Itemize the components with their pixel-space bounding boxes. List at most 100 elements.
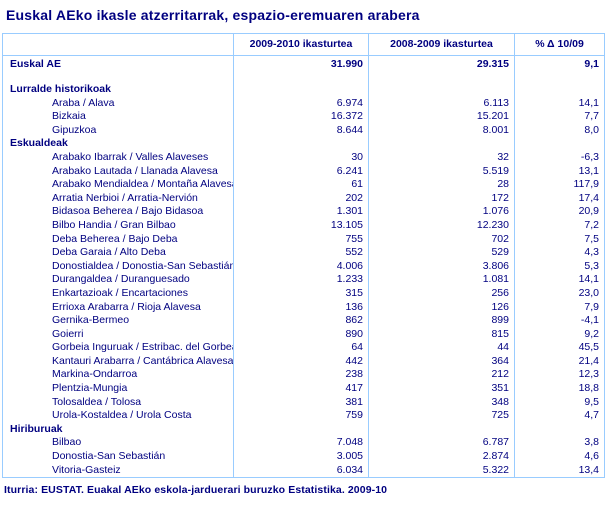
header-cell-delta: % Δ 10/09 bbox=[514, 34, 604, 55]
row-value bbox=[368, 73, 514, 83]
table-row: Durangaldea / Duranguesado 1.233 1.081 14,1 bbox=[3, 273, 604, 287]
row-value: 6.787 bbox=[368, 436, 514, 451]
row-value: 7,7 bbox=[514, 110, 604, 124]
row-value: 29.315 bbox=[368, 56, 514, 73]
row-label: Gipuzkoa bbox=[52, 123, 97, 136]
row-value: 13,4 bbox=[514, 463, 604, 478]
table-row: Bidasoa Beherea / Bajo Bidasoa 1.301 1.076… bbox=[3, 205, 604, 219]
row-value: 4.006 bbox=[233, 259, 368, 274]
row-value: 31.990 bbox=[233, 56, 368, 73]
row-value: 212 bbox=[368, 368, 514, 383]
row-value: 136 bbox=[233, 300, 368, 315]
header-cell-empty bbox=[3, 34, 233, 55]
row-value: 238 bbox=[233, 368, 368, 383]
row-value: 45,5 bbox=[514, 341, 604, 355]
row-value: 759 bbox=[233, 409, 368, 423]
table-row: Urola-Kostaldea / Urola Costa 759 725 4,7 bbox=[3, 409, 604, 423]
row-value: 7,5 bbox=[514, 232, 604, 247]
row-label: Kantauri Arabarra / Cantábrica Alavesa bbox=[52, 354, 233, 367]
row-label: Araba / Alava bbox=[52, 96, 115, 109]
row-value: 64 bbox=[233, 341, 368, 355]
row-label: Arabako Ibarrak / Valles Alaveses bbox=[52, 150, 209, 163]
row-value: 12,3 bbox=[514, 368, 604, 383]
row-value bbox=[514, 73, 604, 83]
table-row: Tolosaldea / Tolosa 381 348 9,5 bbox=[3, 395, 604, 410]
table-row: Markina-Ondarroa 238 212 12,3 bbox=[3, 368, 604, 383]
row-value: 3.806 bbox=[368, 259, 514, 274]
table-row: Enkartazioak / Encartaciones 315 256 23,0 bbox=[3, 286, 604, 301]
row-value bbox=[514, 137, 604, 151]
row-value: 815 bbox=[368, 327, 514, 342]
row-label: Deba Beherea / Bajo Deba bbox=[52, 232, 178, 245]
row-label: Gernika-Bermeo bbox=[52, 314, 130, 327]
table-row: Kantauri Arabarra / Cantábrica Alavesa 44… bbox=[3, 354, 604, 369]
row-label: Deba Garaia / Alto Deba bbox=[52, 246, 166, 259]
row-value: 4,6 bbox=[514, 450, 604, 464]
table-row: Errioxa Arabarra / Rioja Alavesa 136 126 7,… bbox=[3, 300, 604, 315]
row-value: 442 bbox=[233, 354, 368, 369]
row-label: Enkartazioak / Encartaciones bbox=[52, 286, 188, 299]
row-value bbox=[514, 422, 604, 437]
row-value: 9,1 bbox=[514, 56, 604, 73]
row-value: 14,1 bbox=[514, 96, 604, 111]
row-value: 1.301 bbox=[233, 205, 368, 219]
table-row: Bilbo Handia / Gran Bilbao 13.105 12.230 7,… bbox=[3, 218, 604, 233]
row-value bbox=[233, 422, 368, 437]
row-label: Bizkaia bbox=[52, 110, 86, 123]
table-header-row: 2009-2010 ikasturtea 2008-2009 ikasturte… bbox=[3, 34, 604, 56]
row-value: 8.001 bbox=[368, 123, 514, 138]
row-value: 890 bbox=[233, 327, 368, 342]
row-value: 13,1 bbox=[514, 164, 604, 179]
row-value: 1.081 bbox=[368, 273, 514, 287]
table-row: Arratia Nerbioi / Arratia-Nervión 202 172 1… bbox=[3, 191, 604, 206]
row-value: 5.519 bbox=[368, 164, 514, 179]
row-value: 899 bbox=[368, 314, 514, 328]
row-value: 16.372 bbox=[233, 110, 368, 124]
row-value: 2.874 bbox=[368, 450, 514, 464]
row-value: 7,9 bbox=[514, 300, 604, 315]
row-label: Donostia-San Sebastián bbox=[52, 450, 166, 463]
row-value: 9,2 bbox=[514, 327, 604, 342]
row-value: 28 bbox=[368, 178, 514, 192]
table-row: Deba Garaia / Alto Deba 552 529 4,3 bbox=[3, 246, 604, 260]
section-row: Hiriburuak bbox=[3, 422, 604, 437]
row-value bbox=[514, 83, 604, 97]
row-label: Bilbo Handia / Gran Bilbao bbox=[52, 218, 176, 231]
row-value bbox=[368, 137, 514, 151]
row-label bbox=[3, 73, 233, 83]
statistics-table: 2009-2010 ikasturtea 2008-2009 ikasturte… bbox=[2, 33, 605, 479]
table-row: Euskal AE 31.990 29.315 9,1 bbox=[3, 56, 604, 73]
row-label: Arratia Nerbioi / Arratia-Nervión bbox=[52, 191, 198, 204]
row-value: 552 bbox=[233, 246, 368, 260]
row-value: 6.113 bbox=[368, 96, 514, 111]
table-row: Plentzia-Mungia 417 351 18,8 bbox=[3, 382, 604, 396]
row-value: 9,5 bbox=[514, 395, 604, 410]
row-value: 351 bbox=[368, 382, 514, 396]
table-row: Deba Beherea / Bajo Deba 755 702 7,5 bbox=[3, 232, 604, 247]
row-value: 725 bbox=[368, 409, 514, 423]
row-value: 6.034 bbox=[233, 463, 368, 478]
row-value: 21,4 bbox=[514, 354, 604, 369]
table-row: Bizkaia 16.372 15.201 7,7 bbox=[3, 110, 604, 124]
row-label: Bidasoa Beherea / Bajo Bidasoa bbox=[52, 205, 204, 218]
row-value: 6.241 bbox=[233, 164, 368, 179]
row-label: Arabako Mendialdea / Montaña Alavesa bbox=[52, 178, 233, 191]
table-row: Gorbeia Inguruak / Estribac. del Gorbea 6… bbox=[3, 341, 604, 355]
row-value: 1.076 bbox=[368, 205, 514, 219]
row-value: 20,9 bbox=[514, 205, 604, 219]
row-label: Tolosaldea / Tolosa bbox=[52, 395, 142, 408]
table-row: Donostia-San Sebastián 3.005 2.874 4,6 bbox=[3, 450, 604, 464]
row-value: 13.105 bbox=[233, 218, 368, 233]
row-value: 32 bbox=[368, 150, 514, 165]
header-cell-2009-2010: 2009-2010 ikasturtea bbox=[233, 34, 368, 55]
row-value: 417 bbox=[233, 382, 368, 396]
row-value: 172 bbox=[368, 191, 514, 206]
table-row: Arabako Lautada / Llanada Alavesa 6.241 5.… bbox=[3, 164, 604, 179]
row-value: 315 bbox=[233, 286, 368, 301]
row-value: 117,9 bbox=[514, 178, 604, 192]
section-row: Eskualdeak bbox=[3, 137, 604, 151]
row-value: 755 bbox=[233, 232, 368, 247]
row-value: 44 bbox=[368, 341, 514, 355]
row-value: 8,0 bbox=[514, 123, 604, 138]
row-label: Lurralde historikoak bbox=[10, 83, 111, 95]
